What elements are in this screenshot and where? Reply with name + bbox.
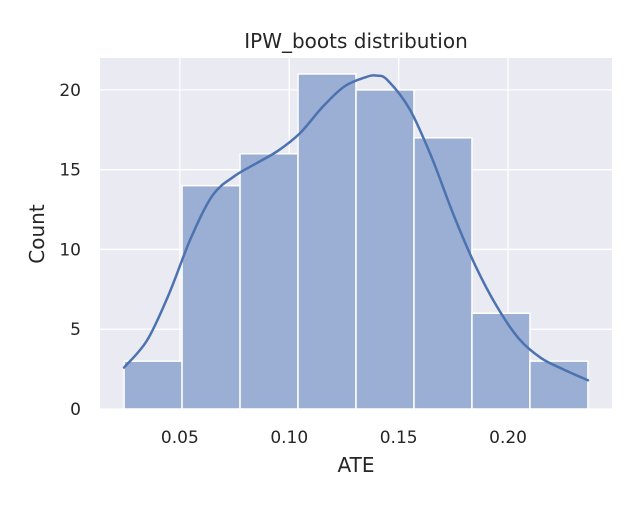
y-tick-label: 10 <box>59 240 81 260</box>
histogram-bar <box>355 89 415 410</box>
y-axis-title: Count <box>25 204 49 264</box>
x-tick-label: 0.05 <box>161 428 199 448</box>
y-tick-label: 0 <box>70 400 81 420</box>
x-tick-label: 0.10 <box>270 428 308 448</box>
histogram-bar <box>471 312 531 410</box>
histogram-bar <box>529 360 589 410</box>
x-tick-label: 0.20 <box>489 428 527 448</box>
histogram-bar <box>181 184 241 410</box>
histogram-bars <box>123 73 589 410</box>
histogram-bar <box>123 360 183 410</box>
y-tick-label: 15 <box>59 161 81 181</box>
x-axis-title: ATE <box>338 453 375 477</box>
y-tick-labels: 0 5 10 15 20 <box>59 81 81 420</box>
y-tick-label: 5 <box>70 320 81 340</box>
y-tick-label: 20 <box>59 81 81 101</box>
chart-title: IPW_boots distribution <box>244 29 468 53</box>
histogram-bar <box>297 73 357 410</box>
x-tick-labels: 0.05 0.10 0.15 0.20 <box>161 428 527 448</box>
histogram-bar <box>239 152 299 410</box>
kde-curve <box>122 74 590 382</box>
x-tick-label: 0.15 <box>380 428 418 448</box>
histogram-bar <box>413 137 473 410</box>
